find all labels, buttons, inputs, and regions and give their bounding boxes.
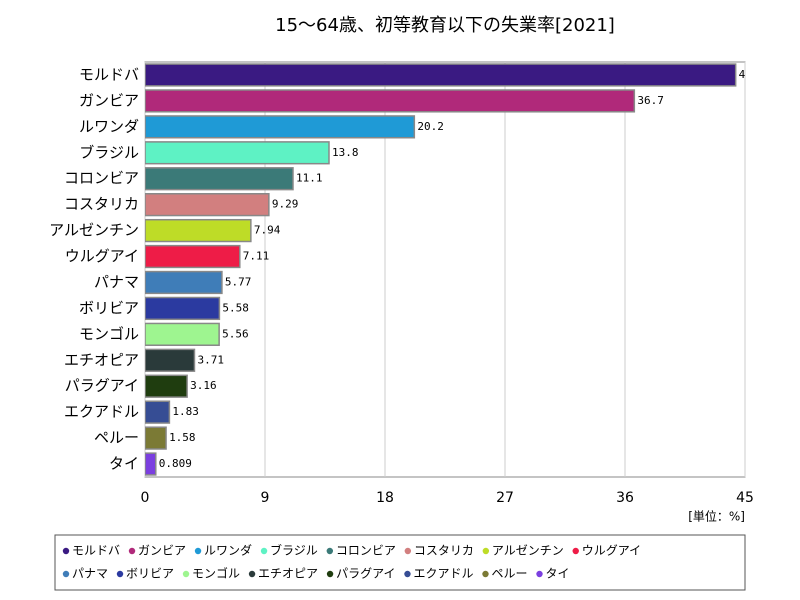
legend-marker — [182, 570, 190, 578]
legend-marker — [116, 570, 124, 578]
value-label: 9.29 — [272, 198, 299, 211]
y-tick-label: モンゴル — [79, 325, 139, 343]
legend-label: エクアドル — [413, 567, 473, 581]
y-tick-label: モルドバ — [79, 65, 139, 83]
legend-label: ペルー — [491, 567, 527, 581]
y-tick-label: パナマ — [94, 273, 139, 291]
y-tick-label: ボリビア — [79, 299, 139, 317]
x-tick-label: 27 — [496, 490, 514, 506]
y-tick-label: ブラジル — [79, 143, 139, 161]
y-tick-label: ルワンダ — [79, 117, 139, 135]
value-label: 13.8 — [332, 146, 359, 159]
y-tick-label: タイ — [109, 455, 139, 473]
x-tick-label: 45 — [736, 490, 754, 506]
legend-label: モルドバ — [72, 544, 120, 558]
bars: 44.3 36.7 20.2 13.8 11.1 9.29 7.94 7.11 5.77 5.58… — [145, 63, 766, 476]
legend-marker — [128, 547, 136, 555]
y-tick-label: コロンビア — [64, 169, 139, 187]
legend-marker — [572, 547, 579, 555]
value-label: 20.2 — [417, 120, 444, 133]
legend-label: アルゼンチン — [492, 544, 564, 558]
value-label: 7.94 — [254, 224, 281, 237]
legend-marker — [62, 570, 70, 578]
value-label: 1.83 — [172, 405, 199, 418]
bar — [145, 141, 330, 165]
legend-label: エチオピア — [258, 567, 318, 581]
value-label: 7.11 — [243, 250, 269, 263]
legend-marker — [62, 547, 70, 555]
legend-label: ガンビア — [138, 544, 186, 558]
legend-label: パナマ — [72, 567, 108, 581]
bar — [145, 270, 223, 295]
legend-marker — [248, 570, 256, 578]
value-label: 5.56 — [222, 327, 249, 340]
legend-marker — [482, 547, 490, 555]
legend — [54, 534, 746, 591]
legend-marker — [404, 570, 411, 578]
legend-marker — [260, 547, 268, 555]
value-label: 5.77 — [225, 275, 252, 288]
bar — [145, 218, 252, 243]
value-label: 11.1 — [296, 172, 323, 185]
legend-marker — [326, 570, 334, 578]
y-tick-label: エチオピア — [64, 351, 139, 369]
bar — [145, 244, 241, 269]
value-label: 3.16 — [190, 379, 217, 392]
x-tick-label: 18 — [376, 490, 394, 506]
x-tick-label: 9 — [261, 490, 270, 506]
legend-label: モンゴル — [192, 566, 240, 581]
legend-label: ルワンダ — [204, 543, 252, 558]
legend-marker — [404, 547, 412, 555]
legend-label: タイ — [546, 567, 570, 581]
legend-label: コロンビア — [336, 544, 396, 558]
value-label: 5.58 — [222, 301, 249, 314]
legend-label: ボリビア — [126, 567, 174, 581]
bar — [145, 63, 737, 87]
value-label: 44.3 — [739, 68, 766, 81]
bar — [145, 374, 188, 398]
legend-label: ブラジル — [270, 543, 318, 558]
x-tick-label: 0 — [141, 490, 150, 506]
legend-marker — [482, 570, 489, 578]
y-tick-label: ガンビア — [79, 91, 139, 109]
bar — [145, 296, 221, 321]
legend-items: モルドバ ガンビア ルワンダ ブラジル コロンビア コスタリカ アルゼンチン ウルグアイパナマ… — [62, 543, 641, 581]
bar — [145, 89, 636, 113]
bar — [145, 426, 167, 450]
bar — [145, 322, 220, 346]
legend-label: ウルグアイ — [582, 544, 641, 558]
y-tick-label: ペルー — [94, 429, 139, 447]
bar — [145, 193, 270, 217]
y-tick-label: ウルグアイ — [65, 247, 139, 265]
value-label: 3.71 — [197, 353, 224, 366]
chart-title: 15～64歳、初等教育以下の失業率[2021] — [275, 15, 615, 36]
value-label: 36.7 — [637, 94, 664, 107]
value-label: 0.809 — [159, 457, 192, 470]
legend-marker — [536, 570, 543, 578]
legend-marker — [326, 547, 334, 555]
bar — [145, 115, 416, 139]
y-tick-label: パラグアイ — [65, 377, 139, 395]
bar — [145, 167, 294, 191]
bar — [145, 452, 157, 476]
unit-label: [単位：%] — [688, 509, 745, 524]
bar — [145, 400, 171, 424]
legend-label: パラグアイ — [336, 567, 395, 581]
y-tick-label: エクアドル — [64, 403, 139, 421]
y-tick-label: コスタリカ — [64, 195, 139, 213]
y-tick-label: アルゼンチン — [49, 221, 139, 239]
x-tick-label: 36 — [616, 490, 634, 506]
legend-label: コスタリカ — [414, 544, 474, 558]
value-label: 1.58 — [169, 431, 196, 444]
legend-marker — [194, 547, 202, 555]
bar — [145, 348, 196, 372]
